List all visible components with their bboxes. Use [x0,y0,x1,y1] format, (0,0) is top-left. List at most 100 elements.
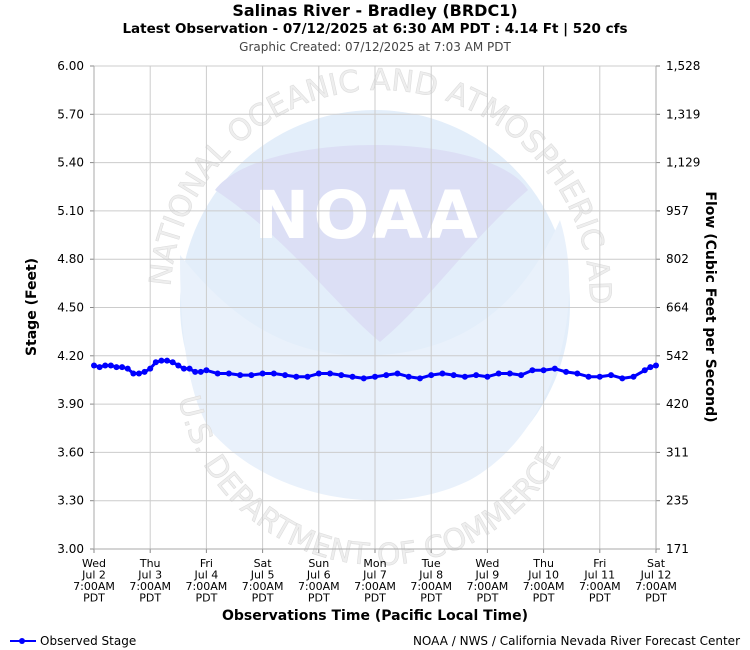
data-point [563,368,570,375]
data-point [304,373,311,380]
chart-title: Salinas River - Bradley (BRDC1) [232,1,518,20]
x-tick-label: Sat Jul 12 7:00AM PDT [635,557,677,605]
legend: Observed Stage [10,634,136,648]
y-tick-label: 3.90 [57,397,84,411]
data-point [653,362,659,369]
y-tick-label: 5.70 [57,107,84,121]
data-point [214,370,221,377]
y2-tick-label: 802 [666,252,689,266]
data-point [130,370,137,377]
y2-axis-label: Flow (Cubic Feet per Second) [702,191,718,422]
credit: NOAA / NWS / California Nevada River For… [412,634,740,648]
data-point [349,373,356,380]
y2-tick-label: 542 [666,349,689,363]
data-point [551,365,558,372]
y2-tick-label: 1,129 [666,156,700,170]
data-point [175,362,182,369]
x-axis-label: Observations Time (Pacific Local Time) [222,608,528,624]
y-tick-label: 4.80 [57,252,84,266]
data-point [315,370,322,377]
data-point [473,372,480,379]
x-tick-label: Fri Jul 4 7:00AM PDT [186,557,228,605]
svg-text:NOAA: NOAA [254,177,482,254]
data-point [124,365,131,372]
data-point [416,375,423,382]
data-point [484,373,491,380]
x-tick-label: Mon Jul 7 7:00AM PDT [354,557,396,605]
data-point [180,365,187,372]
data-point [495,370,502,377]
y-tick-label: 5.10 [57,204,84,218]
data-point [461,373,468,380]
x-tick-label: Thu Jul 3 7:00AM PDT [129,557,171,605]
data-point [141,368,148,375]
data-point [164,357,171,364]
x-tick-label: Sun Jul 6 7:00AM PDT [298,557,340,605]
data-point [270,370,277,377]
data-point [641,367,648,374]
data-point [506,370,513,377]
data-point [225,370,232,377]
data-point [405,373,412,380]
data-point [282,372,289,379]
data-point [529,367,536,374]
data-point [372,373,378,380]
y-tick-label: 3.60 [57,445,84,459]
data-point [338,372,345,379]
y-tick-label: 4.20 [57,349,84,363]
data-point [107,362,114,369]
data-point [450,372,457,379]
data-point [360,375,367,382]
data-point [540,367,547,374]
data-point [585,373,592,380]
data-point [619,375,626,382]
x-tick-label: Wed Jul 9 7:00AM PDT [467,557,509,605]
y-tick-label: 6.00 [57,59,84,73]
data-point [574,370,581,377]
data-point [192,368,199,375]
data-point [186,365,193,372]
data-point [293,373,300,380]
data-point [259,370,266,377]
y2-tick-label: 1,528 [666,59,700,73]
data-point [96,364,103,371]
data-point [169,359,176,366]
data-point [91,362,97,369]
data-point [197,368,204,375]
data-point [647,364,654,371]
y2-tick-label: 420 [666,397,689,411]
y2-tick-label: 235 [666,494,689,508]
noaa-watermark: NOAA NATIONAL OCEANIC AND ATMOSPHERIC AD… [0,0,618,574]
x-tick-label: Sat Jul 5 7:00AM PDT [242,557,284,605]
latest-observation: Latest Observation - 07/12/2025 at 6:30 … [122,21,628,37]
legend-label: Observed Stage [40,634,137,648]
data-point [158,357,165,364]
data-point [608,372,615,379]
data-point [203,367,210,374]
data-point [383,372,390,379]
data-point [237,372,244,379]
grid-lines [93,65,657,550]
data-point [152,359,159,366]
y-axis-label: Stage (Feet) [24,258,40,356]
data-point [596,373,603,380]
y2-tick-label: 171 [666,542,689,556]
y2-tick-label: 311 [666,445,689,459]
y2-tick-label: 957 [666,204,689,218]
y-tick-label: 3.00 [57,542,84,556]
axes: 6.00 1,528 5.70 1,319 5.40 1,129 5.10 957 4.80 80… [57,59,700,605]
data-point [439,370,446,377]
data-point [248,372,255,379]
legend-swatch [10,635,36,647]
x-tick-label: Tue Jul 8 7:00AM PDT [410,557,452,605]
observed-stage-series [91,357,659,382]
data-point [630,373,637,380]
x-tick-label: Wed Jul 2 7:00AM PDT [73,557,115,605]
y2-tick-label: 1,319 [666,107,700,121]
data-point [135,370,142,377]
data-point [113,364,120,371]
y-tick-label: 4.50 [57,301,84,315]
data-point [394,370,401,377]
y2-tick-label: 664 [666,301,689,315]
